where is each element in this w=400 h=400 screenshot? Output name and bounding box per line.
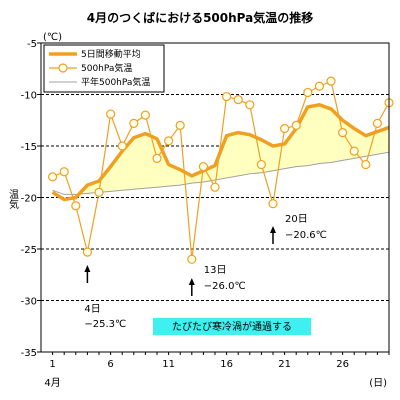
y-tick-label: -5 (27, 39, 37, 50)
observed-point (280, 123, 290, 134)
observed-point (245, 100, 255, 110)
month-label: 4月 (44, 377, 60, 389)
observed-point (349, 146, 359, 156)
annotation-value: −20.6℃ (285, 230, 327, 241)
observed-point (152, 153, 162, 163)
x-tick-label: 21 (278, 359, 291, 370)
observed-point (303, 87, 313, 98)
banner-text: たびたび寒冷渦が通過する (172, 320, 292, 333)
observed-point (59, 167, 69, 177)
observed-point (372, 118, 382, 128)
legend-label: 5日間移動平均 (81, 48, 141, 60)
observed-point (47, 172, 58, 182)
y-tick-label: -20 (21, 194, 37, 205)
annotation-value: −26.0℃ (204, 281, 246, 292)
annotation-day: 4日 (84, 304, 100, 315)
y-unit: (℃) (43, 32, 62, 43)
y-tick-label: -25 (21, 245, 37, 256)
y-tick-label: -15 (21, 142, 37, 153)
normal-line (52, 151, 390, 195)
observed-point (268, 199, 278, 209)
x-tick-label: 1 (49, 359, 55, 370)
observed-point (105, 109, 116, 119)
observed-point (222, 91, 232, 102)
observed-point (187, 254, 197, 264)
banner-box (153, 318, 311, 335)
observed-point (233, 95, 243, 105)
observed-point (129, 118, 139, 128)
x-tick-label: 26 (336, 359, 349, 370)
y-axis-label: 温気 (7, 189, 19, 210)
annotation-day: 20日 (285, 214, 308, 225)
observed-point (314, 81, 324, 91)
observed-point (117, 141, 127, 151)
series-lines (51, 80, 390, 260)
observed-point (175, 120, 185, 131)
legend-label: 500hPa気温 (81, 62, 132, 74)
observed-point (338, 128, 348, 138)
y-tick-label: -35 (21, 348, 37, 359)
legend-label: 平年500hPa気温 (81, 76, 150, 88)
y-tick-label: -10 (21, 91, 37, 102)
chart-title: 4月のつくばにおける500hPa気温の推移 (87, 10, 314, 25)
observed-point (256, 159, 266, 170)
series-points (47, 76, 394, 264)
observed-point (164, 136, 174, 146)
observed-point (82, 247, 93, 257)
annotation-arrowhead (188, 278, 195, 285)
observed-line (52, 80, 390, 260)
observed-point (291, 120, 301, 131)
x-unit: (日) (369, 378, 387, 389)
x-tick-label: 6 (107, 359, 113, 370)
observed-point (140, 110, 150, 120)
x-tick-label: 11 (162, 359, 175, 370)
observed-point (71, 201, 81, 211)
y-tick-label: -30 (21, 297, 37, 308)
annotation-arrowhead (84, 265, 91, 272)
x-tick-label: 16 (220, 359, 233, 370)
observed-point (210, 182, 220, 192)
annotation-day: 13日 (204, 265, 227, 276)
moving-average-line (51, 103, 390, 202)
observed-point (326, 76, 336, 86)
annotations: 4日 −25.3℃ 13日 −26.0℃ 20日 −20.6℃ たびたび寒冷渦が通過する (84, 214, 327, 335)
annotation-arrowhead (270, 226, 276, 233)
annotation-value: −25.3℃ (84, 319, 126, 330)
observed-point (94, 187, 104, 197)
legend-marker (58, 63, 68, 73)
observed-point (361, 159, 371, 170)
observed-point (198, 162, 208, 172)
